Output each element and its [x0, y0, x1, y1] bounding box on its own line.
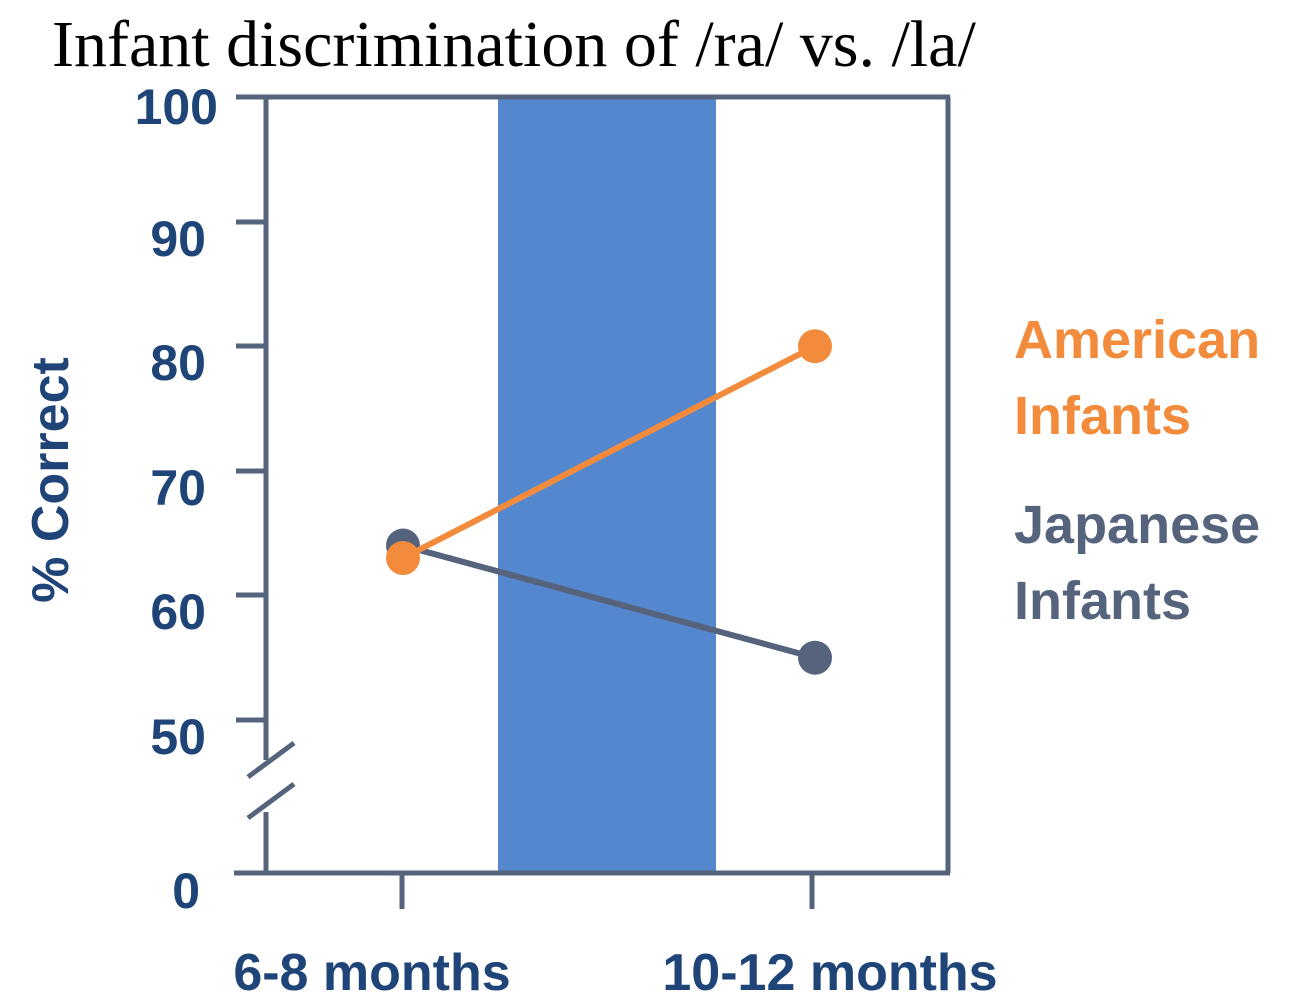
y-tick-label-50: 50	[150, 709, 206, 765]
y-tick-label-0: 0	[172, 863, 200, 919]
legend-american-line2: Infants	[1014, 386, 1191, 446]
series-layer	[386, 329, 832, 675]
y-tick-label-70: 70	[150, 460, 206, 516]
x-tick-label-6-8-months: 6-8 months	[233, 944, 510, 998]
x-tick-label-10-12-months: 10-12 months	[662, 944, 997, 998]
y-tick-label-60: 60	[150, 584, 206, 640]
data-point-american-infants-0	[386, 541, 420, 576]
data-point-american-infants-1	[798, 329, 832, 364]
highlight-band	[498, 99, 716, 871]
legend-japanese-line2: Infants	[1014, 571, 1191, 631]
series-line-american-infants	[401, 343, 817, 561]
chart-title: Infant discrimination of /ra/ vs. /la/	[52, 8, 976, 81]
axis-break-mark-lower	[246, 781, 296, 821]
legend-japanese-line1: Japanese	[1014, 495, 1260, 555]
y-tick-label-100: 100	[135, 79, 218, 135]
plot-frame	[234, 94, 951, 909]
data-point-japanese-infants-1	[798, 640, 832, 675]
legend-american-line1: American	[1014, 310, 1260, 370]
series-line-japanese-infants	[402, 542, 816, 661]
y-tick-label-90: 90	[150, 211, 206, 267]
y-axis-label: % Correct	[22, 357, 80, 603]
legend: American Infants Japanese Infants	[1014, 310, 1260, 631]
y-tick-labels: 100 90 80 70 60 50 0	[135, 79, 218, 919]
y-tick-label-80: 80	[150, 335, 206, 391]
x-tick-labels: 6-8 months 10-12 months	[233, 944, 997, 998]
axis-break-mark-upper	[246, 740, 296, 780]
